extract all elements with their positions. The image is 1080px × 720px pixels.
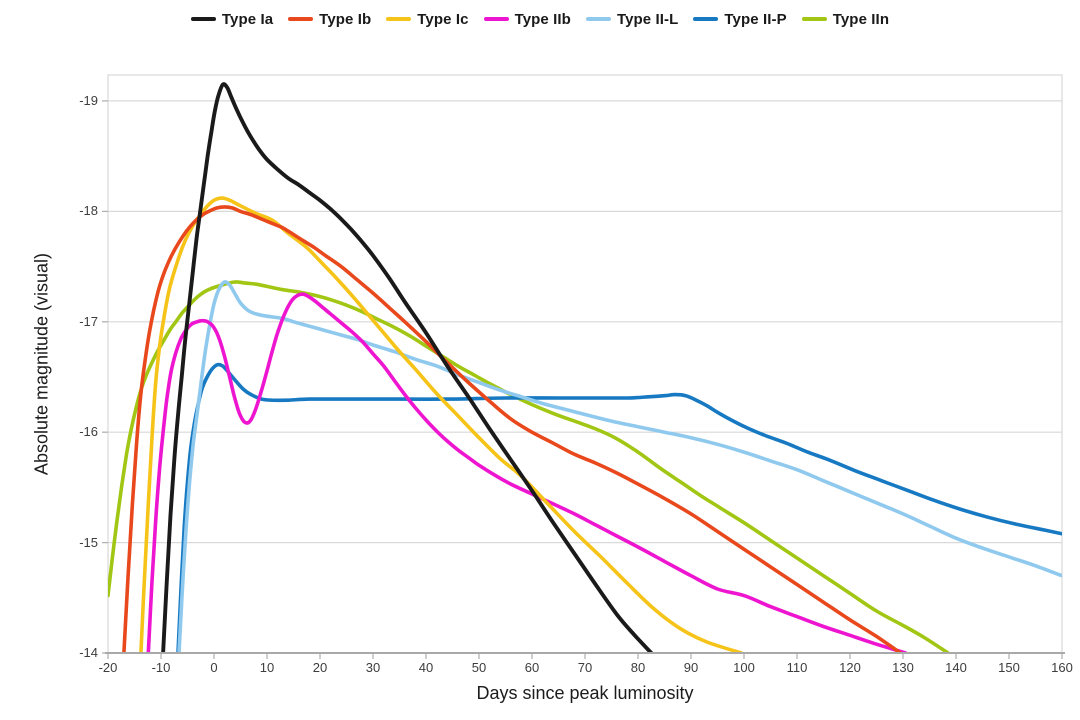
legend-label: Type Ia <box>221 10 274 28</box>
x-tick-label: 60 <box>524 660 540 675</box>
x-tick-label: 0 <box>210 660 218 675</box>
x-tick-label: 30 <box>365 660 381 675</box>
legend-item-type-ii-p: Type II-P <box>693 10 787 28</box>
y-tick-label: -19 <box>79 92 98 108</box>
x-tick-label: 140 <box>945 660 967 675</box>
plot-border <box>107 74 1063 653</box>
x-tick-label: 130 <box>892 660 914 675</box>
legend-swatch-type-iin <box>801 17 827 21</box>
y-tick-label: -14 <box>79 645 98 660</box>
series-line-type-ib <box>122 205 903 653</box>
legend-swatch-type-ic <box>386 17 412 21</box>
y-axis-title: Absolute magnitude (visual) <box>31 252 52 476</box>
x-tick-label: 100 <box>733 660 755 675</box>
x-tick-label: 70 <box>577 660 593 675</box>
legend-item-type-iin: Type IIn <box>801 10 890 28</box>
x-tick-label: -20 <box>98 660 118 675</box>
x-axis-title: Days since peak luminosity <box>476 683 694 703</box>
legend-swatch-type-iib <box>483 17 509 21</box>
series-line-type-ic <box>139 196 744 653</box>
legend-item-type-iib: Type IIb <box>483 10 571 28</box>
x-tick-label: 120 <box>839 660 861 675</box>
y-tick-label: -15 <box>79 534 98 550</box>
legend-label: Type II-L <box>616 10 679 28</box>
legend-label: Type Ib <box>319 10 372 28</box>
legend-item-type-ii-l: Type II-L <box>585 10 679 28</box>
x-tick-label: 10 <box>259 660 275 675</box>
y-tick-label: -18 <box>79 203 98 219</box>
x-tick-label: 50 <box>471 660 487 675</box>
x-tick-label: -10 <box>151 660 171 675</box>
legend-label: Type II-P <box>724 10 787 28</box>
legend-swatch-type-ii-l <box>585 17 611 21</box>
legend-label: Type IIb <box>514 10 571 28</box>
legend-swatch-type-ib <box>288 17 314 21</box>
tick-marks <box>102 100 1063 659</box>
legend-label: Type Ic <box>417 10 469 28</box>
series-lines <box>108 82 1062 653</box>
legend-swatch-type-ia <box>190 17 216 21</box>
x-tick-label: 90 <box>683 660 699 675</box>
series-line-type-iin <box>108 280 950 653</box>
x-tick-label: 160 <box>1051 660 1073 675</box>
legend-item-type-ic: Type Ic <box>386 11 468 28</box>
legend-item-type-ib: Type Ib <box>288 11 371 28</box>
series-line-type-ii-p <box>176 362 1062 653</box>
x-tick-label: 20 <box>312 660 328 675</box>
series-line-type-ii-l <box>177 280 1062 653</box>
x-tick-label: 150 <box>998 660 1020 675</box>
x-tick-label: 40 <box>418 660 434 675</box>
legend: Type Ia Type Ib Type Ic Type IIb Type II-L Ty… <box>0 8 1080 30</box>
series-line-type-iib <box>146 292 908 653</box>
legend-label: Type IIn <box>832 10 890 28</box>
gridlines <box>108 100 1062 544</box>
x-tick-label: 80 <box>630 660 646 675</box>
legend-item-type-ia: Type Ia <box>190 10 274 28</box>
y-tick-label: -17 <box>79 313 98 329</box>
legend-swatch-type-ii-p <box>693 17 719 21</box>
x-tick-label: 110 <box>786 660 808 675</box>
series-line-type-ia <box>161 82 654 653</box>
y-tick-label: -16 <box>79 424 98 440</box>
